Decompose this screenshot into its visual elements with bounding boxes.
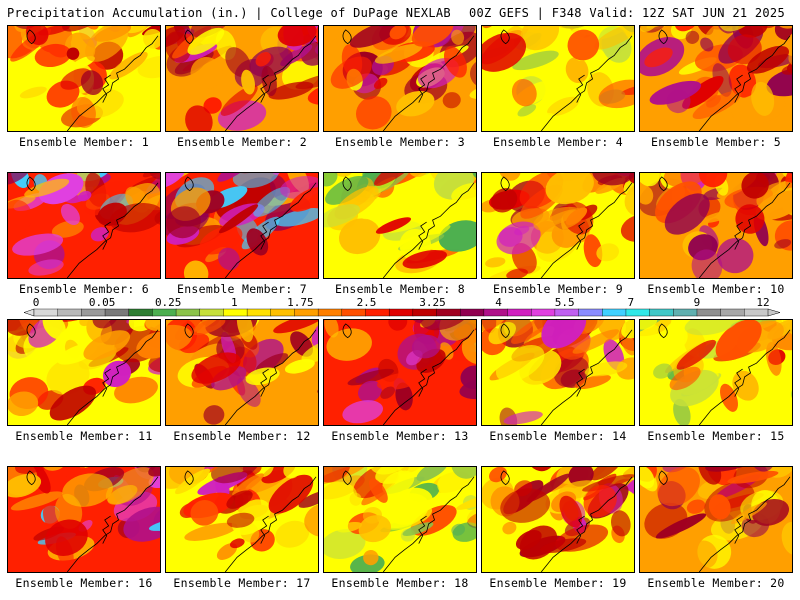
member-label: Ensemble Member: 10	[647, 282, 785, 296]
colorbar-swatch	[554, 308, 580, 317]
member-label: Ensemble Member: 7	[176, 282, 308, 296]
colorbar-swatch	[388, 308, 414, 317]
member-label: Ensemble Member: 9	[492, 282, 624, 296]
member-map-panel	[481, 466, 635, 573]
colorbar-scale	[23, 308, 781, 317]
product-title: Precipitation Accumulation (in.) | Colle…	[7, 6, 451, 20]
member-map-panel	[7, 25, 161, 132]
colorbar-swatch	[199, 308, 224, 317]
member-map-panel	[639, 25, 793, 132]
member-label: Ensemble Member: 11	[15, 429, 153, 443]
colorbar-swatch	[365, 308, 390, 317]
member-map-panel	[323, 319, 477, 426]
member-label: Ensemble Member: 17	[173, 576, 311, 590]
colorbar-tick-label: 12	[756, 296, 770, 309]
member-label: Ensemble Member: 8	[334, 282, 466, 296]
member-map-panel	[639, 319, 793, 426]
member-label: Ensemble Member: 2	[176, 135, 308, 149]
colorbar-tick-label: 7	[627, 296, 635, 309]
colorbar-swatch	[128, 308, 153, 317]
colorbar-swatch	[294, 308, 319, 317]
member-map-panel	[165, 319, 319, 426]
colorbar-tick-label: 5.5	[554, 296, 575, 309]
colorbar-swatch	[483, 308, 509, 317]
member-map-panel	[639, 466, 793, 573]
member-map-panel	[165, 25, 319, 132]
colorbar-swatch	[412, 308, 438, 317]
colorbar-tick-label: 1.75	[287, 296, 314, 309]
colorbar-tick-label: 0	[32, 296, 40, 309]
colorbar-tick-label: 2.5	[356, 296, 377, 309]
member-label: Ensemble Member: 19	[489, 576, 627, 590]
member-label: Ensemble Member: 16	[15, 576, 153, 590]
colorbar-swatch	[744, 308, 769, 317]
colorbar-swatch	[436, 308, 461, 317]
colorbar-swatch	[720, 308, 745, 317]
colorbar-swatch	[696, 308, 722, 317]
colorbar-swatch	[531, 308, 556, 317]
member-label: Ensemble Member: 1	[18, 135, 150, 149]
member-map-panel	[639, 172, 793, 279]
member-label: Ensemble Member: 18	[331, 576, 469, 590]
member-map-panel	[7, 319, 161, 426]
colorbar-swatch	[152, 308, 177, 317]
member-label: Ensemble Member: 15	[647, 429, 785, 443]
colorbar-swatch	[317, 308, 343, 317]
colorbar-tick-label: 4	[495, 296, 502, 309]
member-label: Ensemble Member: 4	[492, 135, 624, 149]
member-label: Ensemble Member: 13	[331, 429, 469, 443]
colorbar: 0 0.05 0.25 1 1.75 2.5 3.25 4 5.5 7 9 12	[0, 296, 800, 322]
colorbar-tick-label: 0.25	[154, 296, 182, 309]
member-label: Ensemble Member: 5	[650, 135, 782, 149]
colorbar-tick-label: 9	[693, 296, 701, 309]
colorbar-swatch	[33, 308, 59, 317]
member-map-panel	[323, 25, 477, 132]
colorbar-swatch	[625, 308, 651, 317]
colorbar-swatch	[602, 308, 627, 317]
member-map-panel	[323, 466, 477, 573]
colorbar-tick-label: 0.05	[88, 296, 116, 309]
colorbar-swatch	[104, 308, 130, 317]
member-map-panel	[481, 319, 635, 426]
member-map-panel	[323, 172, 477, 279]
colorbar-swatch	[223, 308, 248, 317]
member-map-panel	[481, 172, 635, 279]
colorbar-swatch	[459, 308, 485, 317]
colorbar-swatch	[507, 308, 532, 317]
colorbar-swatch	[673, 308, 698, 317]
member-map-panel	[7, 172, 161, 279]
header: Precipitation Accumulation (in.) | Colle…	[0, 0, 800, 24]
colorbar-swatch	[649, 308, 674, 317]
colorbar-swatch	[81, 308, 106, 317]
colorbar-swatch	[270, 308, 295, 317]
member-map-panel	[7, 466, 161, 573]
colorbar-swatch	[175, 308, 201, 317]
member-label: Ensemble Member: 20	[647, 576, 785, 590]
colorbar-swatch	[341, 308, 366, 317]
colorbar-swatch	[57, 308, 82, 317]
member-map-panel	[165, 466, 319, 573]
member-label: Ensemble Member: 14	[489, 429, 627, 443]
colorbar-swatch	[246, 308, 272, 317]
member-label: Ensemble Member: 3	[334, 135, 466, 149]
colorbar-tick-label: 1	[230, 296, 238, 309]
colorbar-swatch	[578, 308, 603, 317]
member-label: Ensemble Member: 6	[18, 282, 150, 296]
member-label: Ensemble Member: 12	[173, 429, 311, 443]
member-map-panel	[481, 25, 635, 132]
colorbar-tick-label: 3.25	[419, 296, 446, 309]
member-map-panel	[165, 172, 319, 279]
run-info: 00Z GEFS | F348 Valid: 12Z SAT JUN 21 20…	[468, 6, 785, 20]
